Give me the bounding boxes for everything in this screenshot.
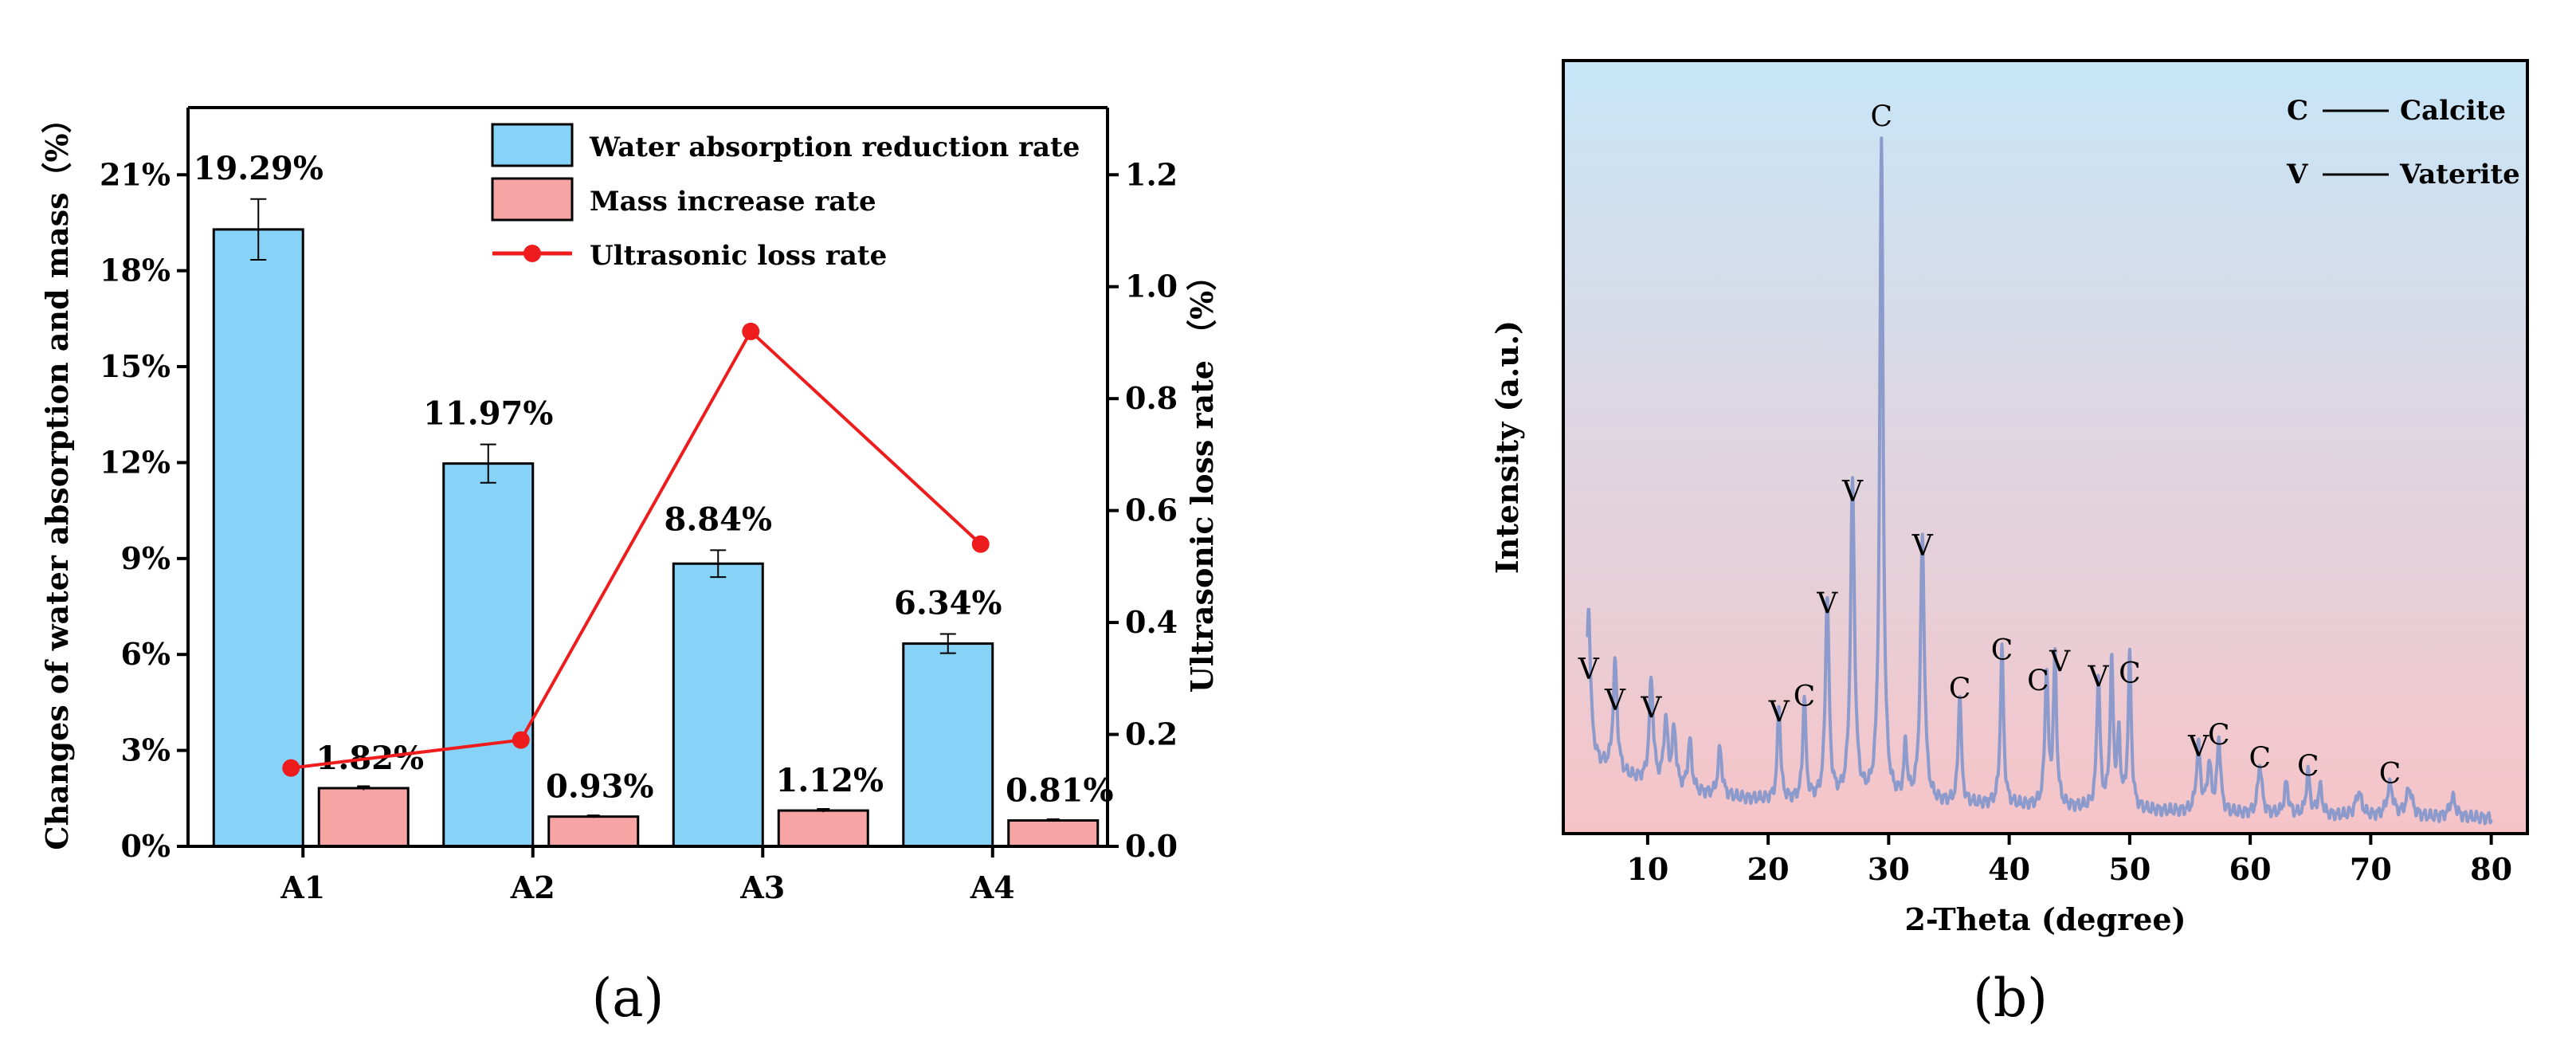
x-tick-label: A4 — [970, 869, 1015, 905]
peak-label: V — [1841, 476, 1864, 508]
y-right-tick-label: 0.2 — [1125, 716, 1178, 752]
legend-swatch-water — [491, 123, 574, 167]
x-tick-label: 10 — [1626, 851, 1668, 887]
phase-legend: C Calcite V Vaterite — [2286, 95, 2520, 190]
ultrasonic-loss-line — [291, 328, 982, 770]
data-label-water: 6.34% — [894, 585, 1002, 622]
chart-a-frame — [186, 106, 1109, 848]
peak-label: V — [2049, 646, 2071, 678]
xrd-pattern-line — [1586, 136, 2493, 826]
x-tick-label: 30 — [1868, 851, 1910, 887]
peak-label: C — [2249, 743, 2271, 775]
y-left-tick-label: 18% — [100, 253, 171, 288]
bar-water-absorption — [212, 228, 304, 848]
peak-label: C — [1991, 634, 2013, 667]
ultrasonic-point — [971, 535, 990, 553]
data-label-mass: 0.81% — [1006, 771, 1113, 809]
peak-label: V — [1768, 696, 1790, 728]
x-tick-label: 20 — [1747, 851, 1790, 887]
phase-name-vaterite: Vaterite — [2399, 159, 2520, 190]
y-right-axis-label: Ultrasonic loss rate （%） — [1184, 261, 1220, 693]
y-right-tick-label: 0.8 — [1125, 380, 1178, 416]
data-label-mass: 1.12% — [776, 762, 884, 799]
legend-label-ultrasonic: Ultrasonic loss rate — [590, 240, 887, 272]
legend-label-water: Water absorption reduction rate — [589, 131, 1080, 163]
peak-label: V — [1640, 693, 1662, 725]
data-label-mass: 0.93% — [546, 768, 653, 806]
y-left-tick-label: 12% — [100, 444, 171, 480]
panel-label-a: (a) — [592, 967, 665, 1029]
x-axis-label: 2-Theta (degree) — [1904, 901, 2186, 937]
peak-label: C — [2119, 657, 2141, 690]
peak-label: C — [2027, 665, 2049, 698]
x-tick-label: A3 — [739, 869, 785, 905]
peak-label: V — [1911, 530, 1934, 563]
data-label-water: 19.29% — [194, 150, 323, 187]
y-right-tick-label: 0.4 — [1125, 604, 1178, 640]
ultrasonic-line-group — [282, 322, 990, 777]
y-left-tick-label: 0% — [120, 828, 171, 864]
bar-mass-increase — [1007, 818, 1100, 848]
x-tick-label: A1 — [280, 869, 325, 905]
y-axis-label: Intensity (a.u.) — [1489, 320, 1525, 574]
legend: Water absorption reduction rate Mass inc… — [491, 123, 1080, 272]
bar-water-absorption — [442, 462, 535, 848]
bar-mass-increase — [317, 787, 410, 848]
peak-label: C — [2208, 719, 2230, 752]
x-tick-label: A2 — [510, 869, 555, 905]
bar-mass-increase — [547, 815, 640, 848]
legend-swatch-mass — [491, 177, 574, 222]
y-left-tick-label: 21% — [100, 156, 171, 192]
chart-a-ticks: 0% 3% 6% 9% 12% 15% 18% 21% 0.0 0.2 0.4 0.6 0.8 1.0 1.… — [100, 156, 1178, 905]
phase-name-calcite: Calcite — [2400, 95, 2506, 127]
peak-label: C — [1871, 100, 1893, 133]
data-label-water: 11.97% — [423, 395, 553, 433]
x-tick-label: 60 — [2229, 851, 2272, 887]
y-right-tick-label: 1.2 — [1125, 156, 1178, 192]
legend-label-mass: Mass increase rate — [590, 186, 876, 218]
data-label-water: 8.84% — [665, 500, 772, 538]
y-right-tick-label: 1.0 — [1125, 269, 1178, 304]
x-tick-label: 80 — [2470, 851, 2512, 887]
bar-mass-increase — [777, 809, 869, 848]
y-left-tick-label: 9% — [120, 540, 171, 576]
ultrasonic-point — [512, 731, 530, 749]
ultrasonic-point — [282, 759, 300, 777]
panel-label-b: (b) — [1973, 967, 2048, 1029]
bar-water-absorption — [902, 642, 994, 848]
x-tick-label: 70 — [2350, 851, 2392, 887]
ultrasonic-point — [742, 322, 760, 340]
peak-label: C — [1949, 673, 1971, 705]
x-tick-label: 50 — [2108, 851, 2151, 887]
x-tick-label: 40 — [1988, 851, 2030, 887]
peak-label: V — [2187, 731, 2209, 763]
bar-group: 19.29%1.82%11.97%0.93%8.84%1.12%6.34%0.8… — [194, 150, 1113, 848]
y-left-tick-label: 6% — [120, 636, 171, 672]
peak-label: V — [1604, 685, 1626, 717]
chart-a: 19.29%1.82%11.97%0.93%8.84%1.12%6.34%0.8… — [39, 103, 1220, 1029]
peak-label: C — [1794, 681, 1816, 713]
phase-symbol-vaterite: V — [2286, 159, 2308, 190]
bar-water-absorption — [672, 562, 764, 848]
y-right-tick-label: 0.0 — [1125, 828, 1178, 864]
plot-frame — [1562, 59, 2529, 835]
chart-b-ticks: 10 20 30 40 50 60 70 80 — [1626, 834, 2512, 887]
y-right-tick-label: 0.6 — [1125, 493, 1178, 528]
peak-label: V — [1578, 653, 1600, 686]
y-left-tick-label: 15% — [100, 348, 171, 384]
y-left-axis-label: Changes of water absorption and mass（%） — [39, 103, 75, 850]
phase-symbol-calcite: C — [2287, 95, 2308, 127]
peak-label: C — [2297, 750, 2319, 783]
legend-marker-ultrasonic — [523, 245, 541, 262]
peak-label: C — [2379, 758, 2402, 791]
peak-label: V — [2088, 661, 2110, 694]
y-left-tick-label: 3% — [120, 732, 171, 768]
peak-label: V — [1816, 588, 1838, 621]
